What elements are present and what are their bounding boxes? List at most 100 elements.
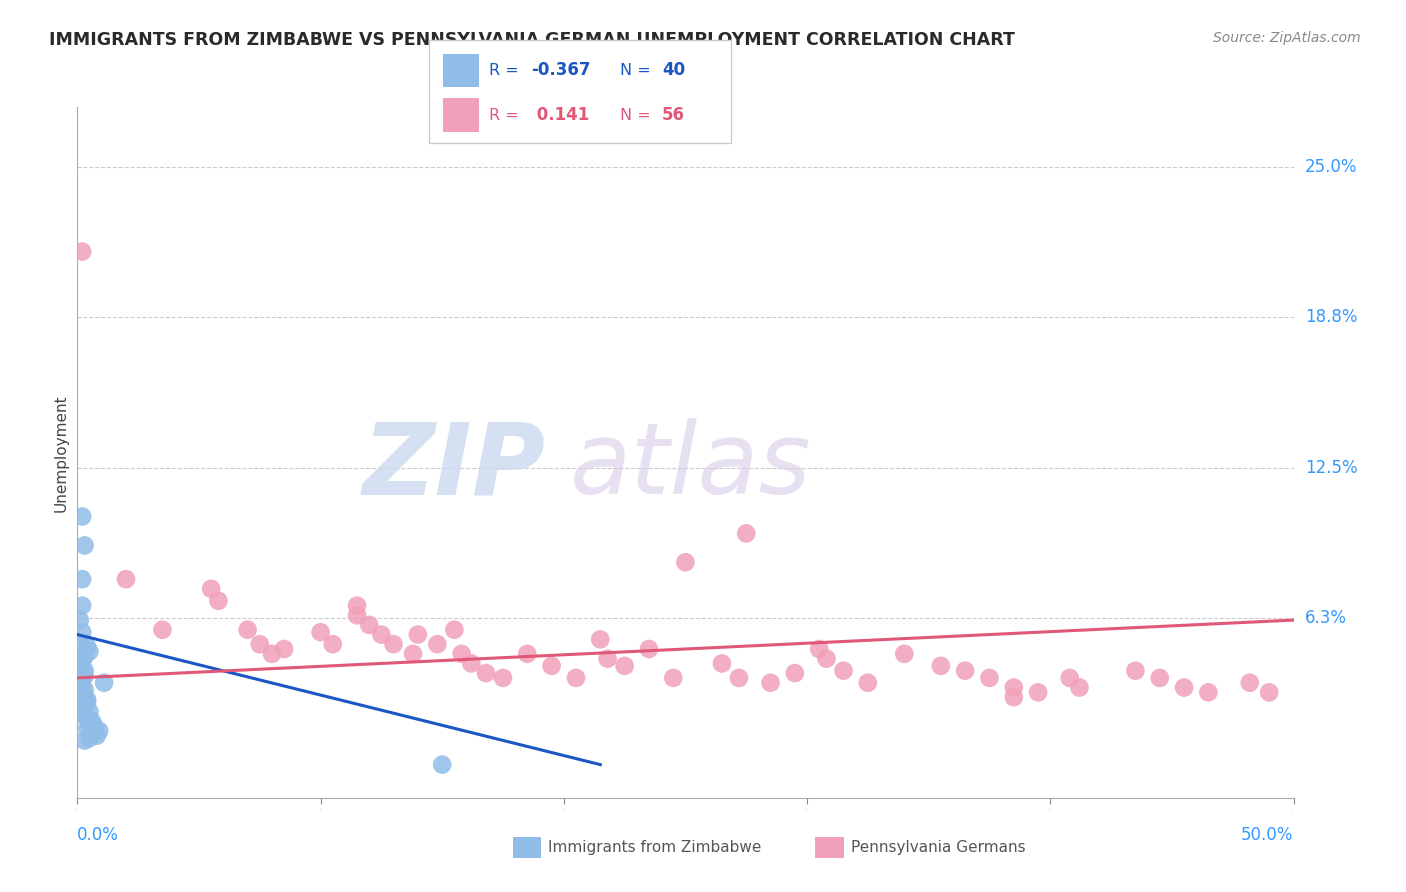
Point <box>1197 685 1219 699</box>
Text: 40: 40 <box>662 62 685 79</box>
Point <box>460 657 482 671</box>
Point <box>832 664 855 678</box>
Point <box>309 625 332 640</box>
Text: 0.141: 0.141 <box>531 106 589 124</box>
Text: 18.8%: 18.8% <box>1305 308 1357 326</box>
Point <box>808 642 831 657</box>
Point <box>1173 681 1195 695</box>
Text: atlas: atlas <box>569 418 811 515</box>
Point <box>359 618 381 632</box>
Point <box>783 666 806 681</box>
Point <box>322 637 344 651</box>
Point <box>426 637 449 651</box>
Point <box>236 623 259 637</box>
Point <box>735 526 758 541</box>
Text: R =: R = <box>489 63 524 78</box>
Point <box>1125 664 1147 678</box>
Point <box>540 658 562 673</box>
Point <box>89 723 111 738</box>
Text: Source: ZipAtlas.com: Source: ZipAtlas.com <box>1213 31 1361 45</box>
Point <box>929 658 952 673</box>
Point <box>1069 681 1091 695</box>
Point <box>73 649 96 664</box>
Point <box>73 682 96 697</box>
Point <box>86 729 108 743</box>
Point <box>1258 685 1281 699</box>
Point <box>70 509 93 524</box>
Point <box>76 712 98 726</box>
Point <box>73 690 96 705</box>
Point <box>70 681 93 695</box>
Point <box>443 623 465 637</box>
Point <box>73 733 96 747</box>
Point <box>200 582 222 596</box>
Point <box>662 671 685 685</box>
Point <box>1002 681 1025 695</box>
Point <box>710 657 733 671</box>
Point <box>73 702 96 716</box>
Point <box>76 722 98 736</box>
Point <box>115 572 138 586</box>
Point <box>70 698 93 712</box>
Point <box>979 671 1001 685</box>
Point <box>638 642 661 657</box>
Point <box>70 654 93 668</box>
Point <box>596 651 619 665</box>
Point <box>79 731 101 745</box>
Point <box>83 719 105 733</box>
Text: -0.367: -0.367 <box>531 62 591 79</box>
Point <box>450 647 472 661</box>
Point <box>79 716 101 731</box>
Text: 12.5%: 12.5% <box>1305 459 1357 477</box>
Point <box>1002 690 1025 705</box>
Point <box>70 572 93 586</box>
Text: ZIP: ZIP <box>363 418 546 515</box>
Point <box>69 637 91 651</box>
Point <box>430 757 453 772</box>
Point <box>815 651 838 665</box>
Point <box>346 599 368 613</box>
Point <box>260 647 283 661</box>
Text: Pennsylvania Germans: Pennsylvania Germans <box>851 840 1025 855</box>
Point <box>69 675 91 690</box>
Point <box>273 642 295 657</box>
Point <box>346 608 368 623</box>
Point <box>70 625 93 640</box>
Point <box>69 613 91 627</box>
Point <box>207 594 229 608</box>
Point <box>1059 671 1081 685</box>
Point <box>492 671 515 685</box>
Point <box>759 675 782 690</box>
Point <box>70 706 93 721</box>
Text: N =: N = <box>620 63 657 78</box>
Point <box>70 644 93 658</box>
Text: N =: N = <box>620 108 657 122</box>
Text: 6.3%: 6.3% <box>1305 608 1347 627</box>
Point <box>1026 685 1049 699</box>
Point <box>856 675 879 690</box>
Point <box>406 627 429 641</box>
Point <box>475 666 498 681</box>
Point <box>249 637 271 651</box>
Point <box>73 538 96 552</box>
Point <box>613 658 636 673</box>
Point <box>1149 671 1171 685</box>
Point <box>152 623 174 637</box>
Point <box>382 637 405 651</box>
Point <box>1239 675 1261 690</box>
Point <box>402 647 425 661</box>
Point <box>70 673 93 688</box>
Point <box>70 244 93 259</box>
Point <box>73 668 96 682</box>
Point <box>589 632 612 647</box>
Point <box>69 658 91 673</box>
Text: 25.0%: 25.0% <box>1305 158 1357 177</box>
Point <box>76 640 98 654</box>
Text: Immigrants from Zimbabwe: Immigrants from Zimbabwe <box>548 840 762 855</box>
Text: 0.0%: 0.0% <box>77 826 120 844</box>
Point <box>73 664 96 678</box>
Point <box>69 685 91 699</box>
Point <box>370 627 392 641</box>
Point <box>70 688 93 702</box>
Text: R =: R = <box>489 108 524 122</box>
